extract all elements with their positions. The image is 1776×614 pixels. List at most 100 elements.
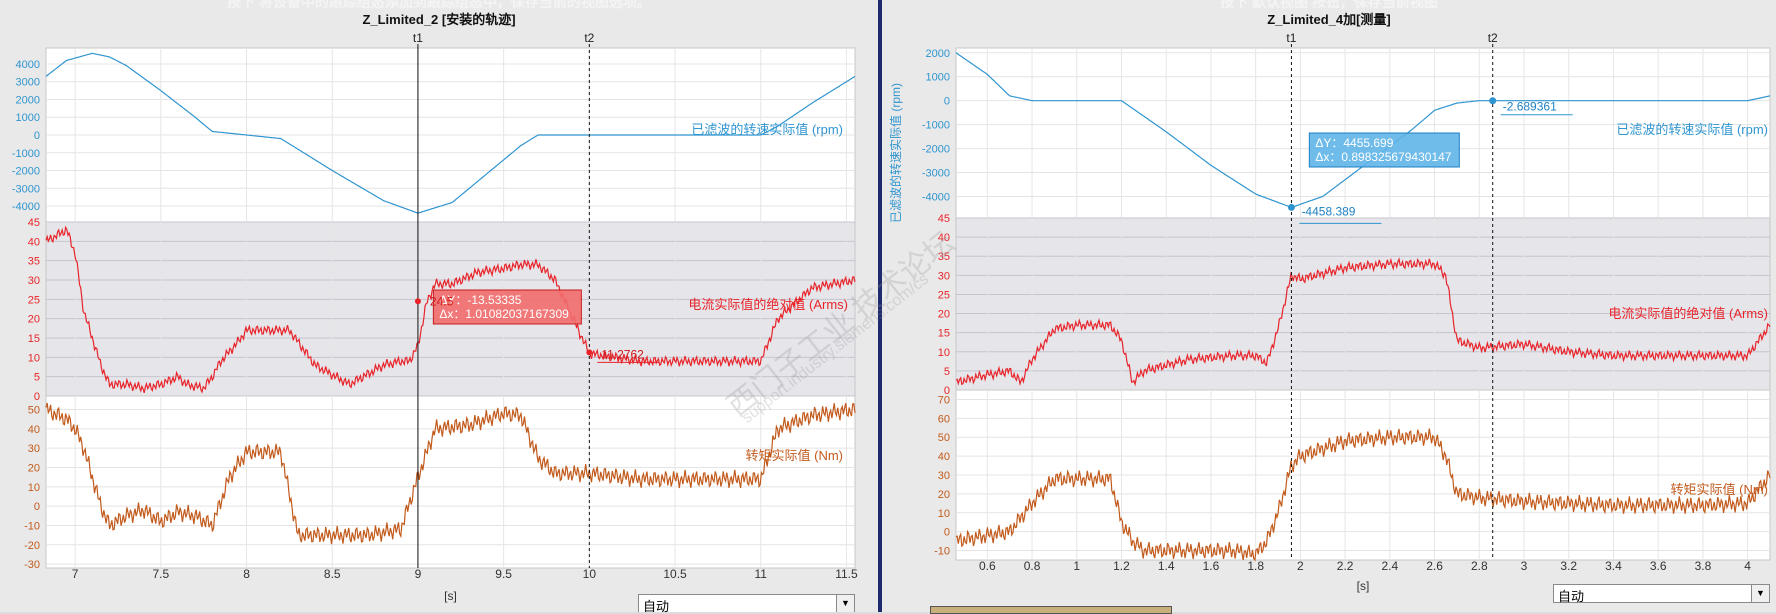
panel-divider — [878, 0, 882, 612]
left-chart-title: Z_Limited_2 [安装的轨迹] — [362, 12, 516, 27]
y-tick-label: 2000 — [926, 48, 950, 60]
y-tick-label: 1000 — [16, 112, 40, 124]
y-tick-label: -10 — [24, 520, 40, 532]
y-tick-label: 0 — [34, 130, 40, 142]
x-tick-label: 11.5 — [835, 567, 858, 581]
delta-annotation-box — [432, 289, 582, 325]
x-tick-label: 2.2 — [1337, 559, 1354, 573]
y-tick-label: -3000 — [12, 183, 40, 195]
y-tick-label: 10 — [28, 352, 40, 364]
delta-annotation-text: ΔY：4455.699 — [1315, 136, 1393, 150]
x-tick-label: 4 — [1744, 559, 1751, 573]
chevron-down-icon: ▼ — [1751, 585, 1769, 602]
y-tick-label: 15 — [28, 333, 40, 345]
y-tick-label: 25 — [28, 294, 40, 306]
y-tick-label: 40 — [938, 451, 950, 463]
delta-annotation-text: ΔY：-13.53335 — [439, 293, 521, 307]
x-tick-label: 1.2 — [1113, 559, 1130, 573]
y-tick-label: 45 — [28, 217, 40, 229]
y-tick-label: 5 — [944, 366, 950, 378]
x-tick-label: 10.5 — [663, 567, 687, 581]
x-tick-label: 2.8 — [1471, 559, 1488, 573]
y-tick-label: 0 — [34, 501, 40, 513]
series-label: 转矩实际值 (Nm) — [746, 448, 844, 463]
cursor-value: 11.2762 — [601, 347, 644, 361]
right-zoom-dropdown-value: 自动 — [1558, 589, 1585, 604]
y-tick-label: 0 — [944, 96, 950, 108]
cursor-marker — [1287, 203, 1295, 211]
x-tick-label: 10 — [583, 567, 597, 581]
y-tick-label: 50 — [28, 405, 40, 417]
y-tick-label: 0 — [34, 391, 40, 403]
y-tick-label: 45 — [938, 213, 950, 225]
left-trace-panel: 按下 将设备中的跟踪组态添加到跟踪组态中，保存当前的视图选项。 Z_Limite… — [0, 0, 878, 612]
series-line-2 — [45, 402, 856, 545]
cursor-marker — [586, 349, 593, 356]
cursor-marker — [1489, 97, 1497, 105]
series-label: 电流实际值的绝对值 (Arms) — [688, 297, 848, 312]
x-tick-label: 7.5 — [152, 567, 169, 581]
y-tick-label: 20 — [28, 463, 40, 475]
y-tick-label: 10 — [938, 508, 950, 520]
x-tick-label: 7 — [72, 567, 79, 581]
series-line-1 — [45, 225, 856, 394]
y-tick-label: -4000 — [922, 191, 950, 203]
y-tick-label: -4000 — [12, 201, 40, 213]
x-tick-label: 8.5 — [324, 567, 341, 581]
y-tick-label: 70 — [938, 394, 950, 406]
y-tick-label: 1000 — [926, 72, 950, 84]
x-tick-label: 9.5 — [495, 567, 512, 581]
y-tick-label: 40 — [28, 236, 40, 248]
x-tick-label: 1 — [1073, 559, 1080, 573]
x-tick-label: 2 — [1297, 559, 1304, 573]
series-label: 已滤波的转速实际值 (rpm) — [691, 122, 843, 137]
cursor-value: -2.689361 — [1503, 100, 1557, 114]
delta-annotation-box — [1308, 132, 1460, 168]
bottom-tab-strip — [930, 606, 1172, 614]
y-tick-label: 20 — [938, 489, 950, 501]
cursor-label-t1: t1 — [1286, 31, 1296, 45]
y-tick-label: 60 — [938, 413, 950, 425]
cursor-label-t2: t2 — [584, 31, 594, 45]
right-chart-title: Z_Limited_4加[测量] — [1267, 12, 1391, 27]
left-zoom-dropdown-value: 自动 — [643, 599, 670, 612]
y-tick-label: -1000 — [12, 148, 40, 160]
y-tick-label: 35 — [28, 256, 40, 268]
y-tick-label: 3000 — [16, 77, 40, 89]
lane-background — [955, 217, 1771, 391]
chevron-down-icon: ▼ — [836, 595, 854, 612]
x-axis-label: [s] — [1357, 579, 1370, 593]
y-tick-label: 40 — [28, 424, 40, 436]
right-banner: 按下 默认视图 按钮，保存当前视图 — [1220, 0, 1438, 10]
left-zoom-dropdown[interactable]: 自动 ▼ — [638, 594, 855, 612]
right-zoom-dropdown[interactable]: 自动 ▼ — [1553, 584, 1770, 604]
y-tick-label: -20 — [24, 540, 40, 552]
left-trace-chart[interactable]: 40003000200010000-1000-2000-3000-4000已滤波… — [0, 0, 878, 612]
cursor-value: 24.5 — [430, 294, 454, 308]
y-tick-label: 20 — [938, 309, 950, 321]
y-tick-label: 25 — [938, 289, 950, 301]
y-tick-label: -30 — [24, 559, 40, 571]
x-tick-label: 0.6 — [979, 559, 996, 573]
y-tick-label: 30 — [28, 443, 40, 455]
x-axis-label: [s] — [444, 589, 457, 603]
x-tick-label: 3.6 — [1650, 559, 1667, 573]
x-tick-label: 9 — [415, 567, 422, 581]
x-tick-label: 3.4 — [1605, 559, 1622, 573]
x-tick-label: 0.8 — [1024, 559, 1041, 573]
y-tick-label: 4000 — [16, 59, 40, 71]
y-tick-label: 0 — [944, 527, 950, 539]
y-tick-label: 35 — [938, 251, 950, 263]
cursor-label-t2: t2 — [1488, 31, 1498, 45]
x-tick-label: 11 — [754, 567, 767, 581]
cursor-label-t1: t1 — [413, 31, 423, 45]
y-tick-label: 0 — [944, 385, 950, 397]
x-tick-label: 1.4 — [1158, 559, 1175, 573]
y-tick-label: -1000 — [922, 120, 950, 132]
y-tick-label: 30 — [28, 275, 40, 287]
x-tick-label: 2.4 — [1381, 559, 1398, 573]
y-tick-label: 40 — [938, 232, 950, 244]
x-tick-label: 3.2 — [1560, 559, 1577, 573]
left-banner: 按下 将设备中的跟踪组态添加到跟踪组态中，保存当前的视图选项。 — [227, 0, 651, 10]
